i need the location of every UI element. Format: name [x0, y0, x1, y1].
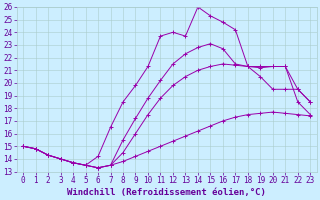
X-axis label: Windchill (Refroidissement éolien,°C): Windchill (Refroidissement éolien,°C)	[67, 188, 266, 197]
